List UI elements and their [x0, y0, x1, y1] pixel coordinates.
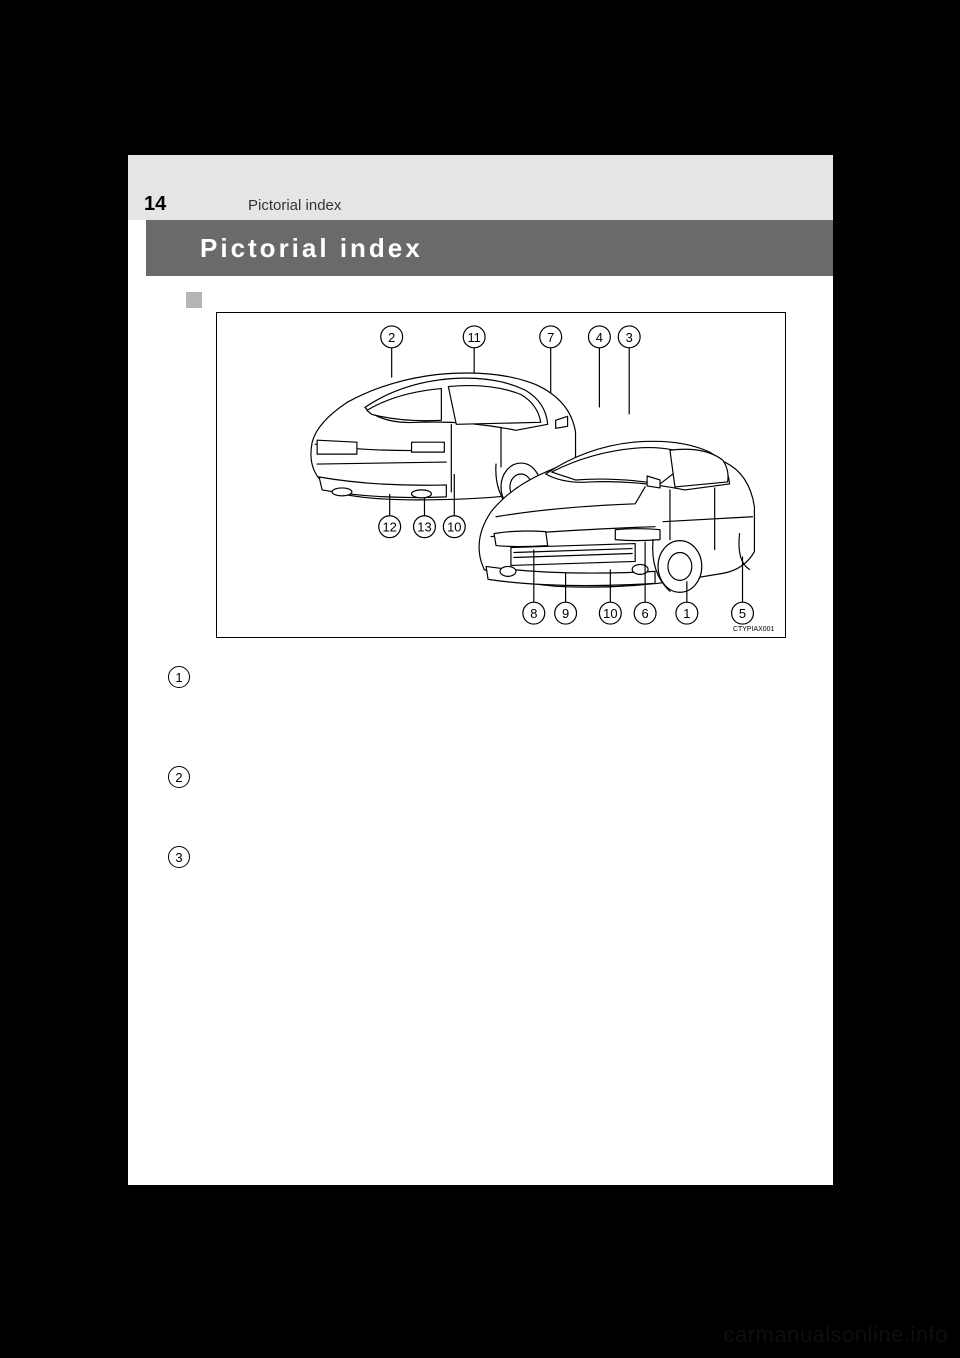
svg-text:11: 11 [467, 330, 480, 345]
breadcrumb: Pictorial index [248, 197, 341, 214]
section-marker-icon [186, 292, 202, 308]
vehicle-diagram: 2 11 7 4 [216, 312, 786, 638]
svg-text:10: 10 [603, 606, 617, 621]
item-number-icon: 3 [168, 846, 190, 868]
diagram-code: CTYPIAX001 [733, 626, 774, 633]
svg-text:4: 4 [596, 330, 603, 345]
list-item: 2 [168, 765, 190, 788]
item-number-icon: 1 [168, 666, 190, 688]
svg-text:13: 13 [417, 520, 431, 535]
list-item: 1 [168, 665, 190, 688]
svg-text:1: 1 [683, 606, 690, 621]
callout-12: 12 [379, 494, 401, 538]
svg-text:6: 6 [642, 606, 649, 621]
svg-text:9: 9 [562, 606, 569, 621]
svg-text:8: 8 [530, 606, 537, 621]
header-band: 14 Pictorial index [128, 155, 833, 220]
callout-4: 4 [588, 326, 610, 407]
page: 14 Pictorial index Pictorial index 2 11 [128, 155, 833, 1185]
svg-text:5: 5 [739, 606, 746, 621]
list-item: 3 [168, 845, 190, 868]
callout-3: 3 [618, 326, 640, 414]
item-number-icon: 2 [168, 766, 190, 788]
callout-13: 13 [414, 498, 436, 538]
svg-text:12: 12 [383, 520, 397, 535]
watermark: carmanualsonline.info [723, 1322, 948, 1348]
page-number: 14 [144, 193, 166, 216]
svg-text:7: 7 [547, 330, 554, 345]
title-band: Pictorial index [146, 220, 833, 276]
callout-2: 2 [381, 326, 403, 378]
svg-text:2: 2 [388, 330, 395, 345]
page-title: Pictorial index [200, 233, 423, 264]
svg-text:3: 3 [626, 330, 633, 345]
svg-text:10: 10 [447, 520, 461, 535]
